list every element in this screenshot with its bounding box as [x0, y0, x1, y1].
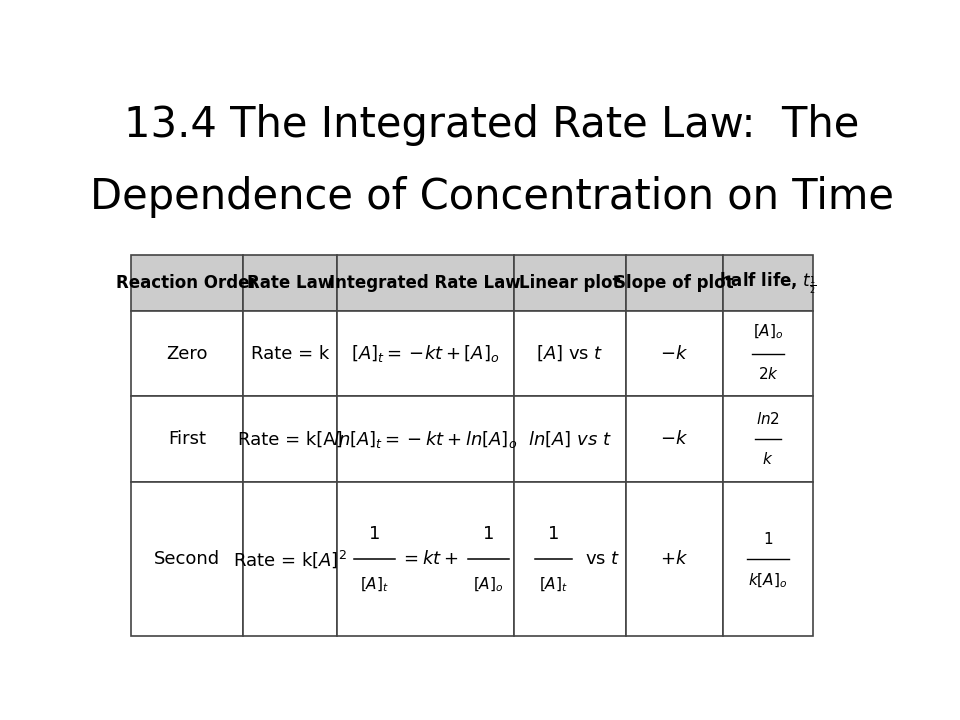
Text: $[A]_t = -\!kt + [A]_o$: $[A]_t = -\!kt + [A]_o$ [351, 343, 499, 364]
Text: $-k$: $-k$ [660, 345, 688, 363]
Bar [132, 397, 243, 482]
Text: Integrated Rate Law: Integrated Rate Law [329, 274, 521, 292]
Text: $[A]_o$: $[A]_o$ [473, 576, 504, 594]
Bar [723, 311, 813, 397]
Bar [337, 256, 514, 311]
Text: $[A]$ vs $t$: $[A]$ vs $t$ [536, 344, 603, 364]
Text: 1: 1 [763, 532, 773, 547]
Text: Reaction Order: Reaction Order [116, 274, 258, 292]
Text: First: First [168, 431, 206, 449]
Text: half life, $t_{\frac{1}{2}}$: half life, $t_{\frac{1}{2}}$ [719, 270, 817, 296]
Text: $k$: $k$ [762, 451, 774, 467]
Text: Rate = k: Rate = k [251, 345, 329, 363]
Bar [514, 482, 626, 636]
Text: $[A]_t$: $[A]_t$ [360, 576, 389, 594]
Text: $ln[A]$ vs $t$: $ln[A]$ vs $t$ [528, 430, 612, 449]
Bar [723, 397, 813, 482]
Text: Second: Second [154, 550, 220, 568]
Bar [243, 482, 337, 636]
Text: Rate = k$[A]^2$: Rate = k$[A]^2$ [233, 549, 347, 570]
Bar [337, 482, 514, 636]
Text: $=kt+$: $=kt+$ [400, 550, 458, 568]
Text: $2k$: $2k$ [757, 366, 779, 382]
Bar [626, 311, 723, 397]
Bar [626, 256, 723, 311]
Bar [337, 397, 514, 482]
Bar [243, 397, 337, 482]
Bar [337, 311, 514, 397]
Text: 1: 1 [483, 525, 494, 543]
Bar [514, 256, 626, 311]
Bar [243, 256, 337, 311]
Text: $[A]_o$: $[A]_o$ [753, 323, 783, 341]
Text: Slope of plot: Slope of plot [614, 274, 734, 292]
Text: Dependence of Concentration on Time: Dependence of Concentration on Time [90, 176, 894, 218]
Text: Linear plot: Linear plot [518, 274, 620, 292]
Text: $k[A]_o$: $k[A]_o$ [749, 572, 788, 590]
Text: 1: 1 [547, 525, 559, 543]
Text: 1: 1 [369, 525, 380, 543]
Bar [132, 482, 243, 636]
Text: $ln[A]_t = -kt + ln[A]_o$: $ln[A]_t = -kt + ln[A]_o$ [333, 429, 517, 450]
Bar [626, 397, 723, 482]
Bar [514, 311, 626, 397]
Text: $[A]_t$: $[A]_t$ [539, 576, 567, 594]
Bar [243, 311, 337, 397]
Bar [626, 482, 723, 636]
Text: 13.4 The Integrated Rate Law:  The: 13.4 The Integrated Rate Law: The [124, 104, 860, 146]
Bar [723, 256, 813, 311]
Text: vs $t$: vs $t$ [586, 550, 621, 568]
Bar [132, 256, 243, 311]
Text: Zero: Zero [166, 345, 208, 363]
Text: Rate Law: Rate Law [247, 274, 333, 292]
Text: $ln2$: $ln2$ [756, 411, 780, 427]
Text: Rate = k[A]: Rate = k[A] [238, 431, 343, 449]
Text: $-k$: $-k$ [660, 431, 688, 449]
Bar [132, 311, 243, 397]
Text: $+k$: $+k$ [660, 550, 688, 568]
Bar [514, 397, 626, 482]
Bar [723, 482, 813, 636]
